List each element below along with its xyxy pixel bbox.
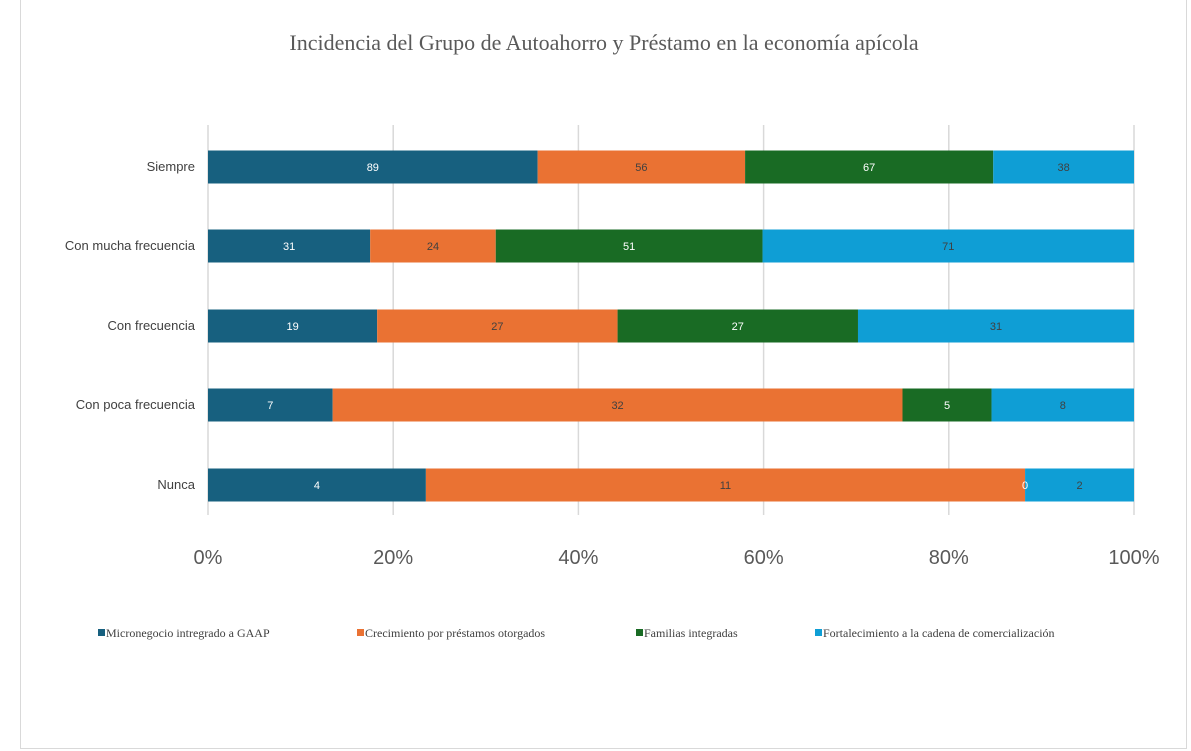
bars (208, 150, 1134, 502)
bar-segment (208, 150, 538, 184)
bar-segment (902, 388, 992, 422)
chart-svg: Incidencia del Grupo de Autoahorro y Pré… (65, 30, 1160, 640)
legend-label: Micronegocio intregrado a GAAP (106, 626, 270, 640)
data-label: 5 (944, 400, 950, 412)
data-label: 67 (863, 162, 875, 174)
category-label: Con mucha frecuencia (65, 238, 196, 253)
data-label: 31 (990, 321, 1002, 333)
bar-segment (425, 468, 1026, 502)
bar-segment (377, 309, 618, 343)
bar-segment (370, 229, 496, 263)
x-tick-label: 0% (194, 547, 223, 569)
data-labels: 89 56 67 38 31 24 51 71 19 27 27 31 7 32 5 8 4 11 0 2 (267, 162, 1082, 492)
legend: Micronegocio intregrado a GAAP Crecimient… (98, 626, 1055, 640)
legend-label: Crecimiento por préstamos otorgados (365, 626, 545, 640)
data-label: 0 (1022, 480, 1028, 492)
x-tick-label: 60% (744, 547, 784, 569)
data-label: 11 (720, 480, 731, 492)
chart-title: Incidencia del Grupo de Autoahorro y Pré… (289, 30, 918, 55)
data-label: 89 (367, 162, 379, 174)
data-label: 38 (1057, 162, 1069, 174)
bar-segment (745, 150, 994, 184)
data-label: 32 (611, 400, 623, 412)
bar-segment (208, 468, 426, 502)
x-tick-label: 100% (1108, 547, 1159, 569)
category-label: Con frecuencia (108, 318, 196, 333)
category-label: Con poca frecuencia (76, 397, 196, 412)
bar-segment (1025, 468, 1134, 502)
data-label: 4 (314, 480, 320, 492)
data-label: 8 (1060, 400, 1066, 412)
chart-frame: Incidencia del Grupo de Autoahorro y Pré… (20, 0, 1187, 749)
bar-segment (617, 309, 858, 343)
data-label: 31 (283, 241, 295, 253)
data-label: 19 (286, 321, 298, 333)
bar-segment (762, 229, 1134, 263)
legend-label: Familias integradas (644, 626, 738, 640)
x-tick-label: 80% (929, 547, 969, 569)
x-tick-label: 20% (373, 547, 413, 569)
bar-segment (332, 388, 903, 422)
data-label: 71 (942, 241, 954, 253)
category-label: Siempre (147, 159, 195, 174)
bar-segment (857, 309, 1134, 343)
bar-segment (537, 150, 746, 184)
bar-segment (208, 309, 378, 343)
legend-label: Fortalecimiento a la cadena de comercial… (823, 626, 1055, 640)
data-label: 2 (1076, 480, 1082, 492)
data-label: 7 (267, 400, 273, 412)
data-label: 27 (732, 321, 744, 333)
category-labels: Siempre Con mucha frecuencia Con frecuenci… (65, 159, 196, 492)
legend-swatch (98, 629, 105, 636)
bar-segment (993, 150, 1134, 184)
data-label: 24 (427, 241, 439, 253)
data-label: 56 (635, 162, 647, 174)
category-label: Nunca (157, 477, 195, 492)
bar-segment (991, 388, 1134, 422)
legend-swatch (636, 629, 643, 636)
legend-swatch (357, 629, 364, 636)
bar-segment (208, 229, 371, 263)
data-label: 51 (623, 241, 635, 253)
bar-segment (208, 388, 333, 422)
data-label: 27 (491, 321, 503, 333)
x-tick-label: 40% (558, 547, 598, 569)
legend-swatch (815, 629, 822, 636)
bar-segment (495, 229, 763, 263)
x-tick-labels: 0% 20% 40% 60% 80% 100% (194, 547, 1160, 569)
